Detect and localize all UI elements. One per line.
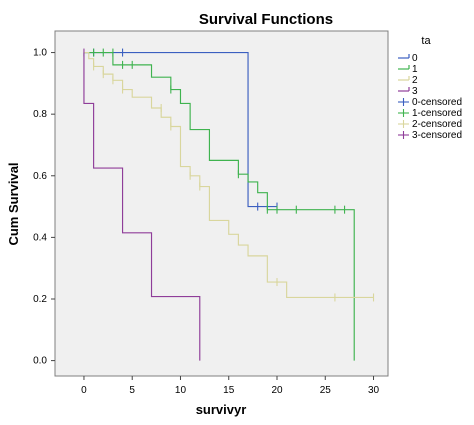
legend-label-3: 3 (412, 86, 418, 97)
x-axis-tick-label: 10 (175, 385, 187, 396)
series-3-line (83, 52, 201, 361)
legend-title: ta (421, 35, 431, 47)
series-2-line (83, 51, 374, 299)
x-axis-tick-label: 20 (271, 385, 283, 396)
legend-label-4: 0-censored (412, 97, 462, 108)
legend-label-6: 2-censored (412, 119, 462, 130)
legend-label-2: 2 (412, 75, 418, 86)
x-axis-tick-label: 15 (223, 385, 235, 396)
legend: ta 01230-censored1-censored2-censored3-c… (398, 35, 462, 141)
y-axis-tick-label: 0.4 (33, 232, 47, 243)
legend-label-0: 0 (412, 53, 418, 64)
y-axis-tick-label: 0.2 (33, 294, 47, 305)
x-axis-label: survivyr (196, 402, 247, 417)
legend-items: 01230-censored1-censored2-censored3-cens… (398, 53, 462, 141)
series-1-line (83, 51, 355, 361)
legend-label-7: 3-censored (412, 130, 462, 141)
series-layer (83, 51, 374, 361)
x-axis-tick-label: 25 (320, 385, 332, 396)
censor-layer (83, 48, 375, 302)
x-axis-tick-label: 5 (129, 385, 135, 396)
chart-title: Survival Functions (199, 11, 333, 28)
legend-label-1: 1 (412, 64, 418, 75)
y-axis-label: Cum Survival (6, 162, 21, 245)
y-axis-tick-label: 0.6 (33, 171, 47, 182)
y-axis-tick-label: 0.0 (33, 356, 47, 367)
x-axis-tick-label: 0 (81, 385, 87, 396)
legend-label-5: 1-censored (412, 108, 462, 119)
x-axis-tick-label: 30 (368, 385, 380, 396)
plot-area-background (54, 30, 389, 377)
axes-layer: 0 5 10 15 20 25 30 0.0 0.2 0.4 0.6 0.8 1.0 (33, 48, 379, 396)
series-0-line (83, 51, 277, 208)
y-axis-tick-label: 0.8 (33, 109, 47, 120)
y-axis-tick-label: 1.0 (33, 48, 47, 59)
